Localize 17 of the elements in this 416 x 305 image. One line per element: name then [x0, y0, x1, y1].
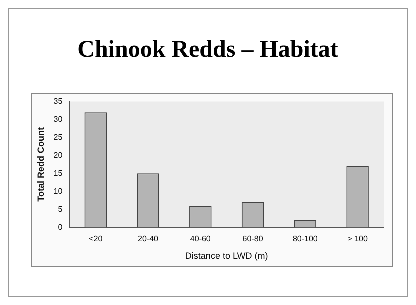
y-axis-title: Total Redd Count	[36, 128, 46, 202]
y-tick-label: 10	[54, 186, 64, 196]
x-tick-label: > 100	[348, 234, 368, 244]
y-tick-label: 0	[58, 222, 64, 232]
x-tick-label: <20	[89, 234, 104, 244]
x-tick-label: 40-60	[190, 234, 212, 244]
x-axis-title: Distance to LWD (m)	[185, 251, 268, 262]
y-tick-label: 30	[54, 114, 64, 124]
y-tick-label: 25	[54, 132, 64, 142]
chart-title: Chinook Redds – Habitat	[76, 36, 340, 63]
x-tick-label: 60-80	[242, 234, 264, 244]
y-tick-label: 35	[54, 97, 64, 106]
y-tick-label: 20	[54, 150, 64, 160]
x-tick-label: 80-100	[292, 234, 318, 244]
y-tick-label: 5	[58, 204, 64, 214]
y-tick-label: 15	[54, 168, 64, 178]
x-tick-label: 20-40	[138, 234, 160, 244]
